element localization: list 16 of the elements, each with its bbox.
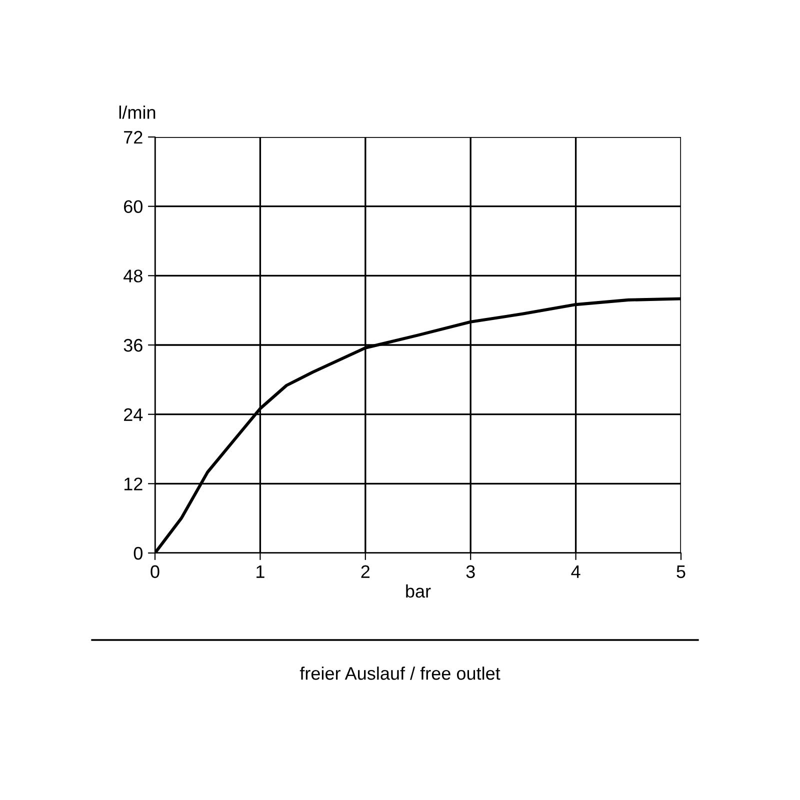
y-tick-label: 0: [134, 546, 142, 560]
x-tick-label: 5: [676, 565, 686, 578]
x-tick-label: 4: [571, 565, 580, 578]
y-tick-label: 24: [124, 408, 143, 421]
x-tick-label: 0: [150, 565, 160, 578]
y-tick-label: 72: [124, 130, 142, 144]
x-tick-label: 3: [466, 565, 475, 578]
y-tick-label: 48: [124, 270, 142, 282]
y-axis-title: l/min: [119, 106, 156, 119]
y-tick-label: 12: [124, 478, 142, 490]
text: freier Auslauf / free outlet: [300, 666, 500, 680]
y-tick-label: 36: [124, 338, 142, 352]
x-axis-title: bar: [406, 584, 431, 598]
y-tick-label: 60: [124, 200, 142, 214]
x-tick-label: 2: [361, 565, 370, 578]
x-tick-label: 1: [256, 565, 264, 578]
